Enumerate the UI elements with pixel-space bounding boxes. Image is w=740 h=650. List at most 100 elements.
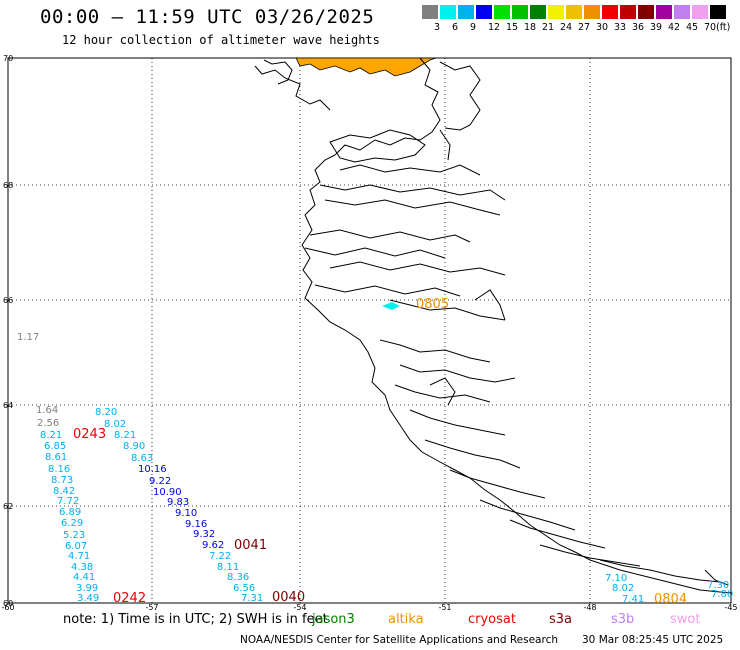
- wave-height-label: 8.20: [95, 407, 117, 418]
- wave-height-label: 4.38: [71, 562, 93, 573]
- colorbar-label: 6: [452, 22, 459, 33]
- colorbar-label: 39: [650, 22, 663, 33]
- ice-cap: [295, 57, 437, 77]
- map-frame: [7, 57, 732, 604]
- wave-height-label: 8.21: [114, 430, 136, 441]
- wave-height-label: 9.83: [167, 497, 189, 508]
- longitude-label: -57: [145, 603, 158, 612]
- colorbar-swatch: [656, 5, 672, 19]
- wave-height-label: 6.07: [65, 541, 87, 552]
- wave-height-label: 8.73: [51, 475, 73, 486]
- longitude-label: -48: [583, 603, 596, 612]
- legend-s3a: s3a: [549, 612, 573, 627]
- wave-height-label: 9.22: [149, 476, 171, 487]
- wave-height-label: 9.16: [185, 519, 207, 530]
- wave-height-label: 4.71: [68, 551, 90, 562]
- colorbar-swatch: [584, 5, 600, 19]
- wave-height-label: 8.02: [104, 419, 126, 430]
- map-title: 00:00 – 11:59 UTC 03/26/2025: [40, 6, 375, 28]
- longitude-label: -45: [724, 603, 737, 612]
- legend-jason3: jason3: [312, 612, 355, 627]
- footer-timestamp: 30 Mar 08:25:45 UTC 2025: [582, 634, 724, 646]
- colorbar-label: 12: [488, 22, 501, 33]
- pass-time-label: 0242: [113, 591, 146, 606]
- colorbar-swatch: [674, 5, 690, 19]
- colorbar-swatch: [440, 5, 456, 19]
- wave-height-label: 6.89: [59, 507, 81, 518]
- pass-time-label: 0805: [416, 297, 449, 312]
- pass-time-label: 0041: [234, 538, 267, 553]
- wave-height-label: 9.32: [193, 529, 215, 540]
- pass-time-label: 0804: [654, 592, 687, 607]
- map-subtitle: 12 hour collection of altimeter wave hei…: [62, 33, 380, 47]
- latitude-label: 66: [3, 296, 13, 305]
- wave-height-label: 8.02: [612, 583, 634, 594]
- wave-height-label: 4.41: [73, 572, 95, 583]
- wave-height-label: 1.64: [36, 405, 58, 416]
- colorbar-swatch: [422, 5, 438, 19]
- note-text: note: 1) Time is in UTC; 2) SWH is in fe…: [63, 612, 328, 627]
- colorbar-swatch: [458, 5, 474, 19]
- wave-height-label: 7.80: [711, 589, 733, 600]
- wave-height-label: 7.10: [605, 573, 627, 584]
- latitude-label: 62: [3, 502, 13, 511]
- pass-time-labels: 0243 0041 0242 0040 0805 0804: [73, 297, 687, 607]
- colorbar-swatch: [494, 5, 510, 19]
- wave-height-label: 7.72: [57, 496, 79, 507]
- legend-swot: swot: [670, 612, 701, 627]
- latitude-label: 70: [3, 54, 13, 63]
- wave-height-label: 3.49: [77, 593, 99, 604]
- colorbar-label: 42: [668, 22, 681, 33]
- wave-height-label: 8.61: [45, 452, 67, 463]
- wave-height-label: 6.29: [61, 518, 83, 529]
- wave-height-label: 8.16: [48, 464, 70, 475]
- wave-swath-segment: [382, 302, 400, 310]
- latitude-label: 68: [3, 181, 13, 190]
- wave-height-label: 7.41: [622, 594, 644, 605]
- wave-height-label: 6.85: [44, 441, 66, 452]
- colorbar-label: (ft): [716, 22, 731, 33]
- wave-height-label: 8.42: [53, 486, 75, 497]
- wave-height-label: 3.99: [76, 583, 98, 594]
- colorbar-label: 18: [524, 22, 537, 33]
- colorbar-swatch: [512, 5, 528, 19]
- colorbar-label: 15: [506, 22, 519, 33]
- colorbar-swatch: [638, 5, 654, 19]
- longitude-label: -60: [1, 603, 14, 612]
- wave-height-label: 1.17: [17, 332, 39, 343]
- wave-height-label: 7.30: [707, 580, 729, 591]
- wave-height-label: 10.16: [138, 464, 167, 475]
- colorbar-label: 21: [542, 22, 555, 33]
- colorbar-label: 3: [434, 22, 441, 33]
- colorbar-label: 36: [632, 22, 645, 33]
- legend-altika: altika: [388, 612, 424, 627]
- colorbar-swatch: [620, 5, 636, 19]
- colorbar-label: 27: [578, 22, 591, 33]
- colorbar-label: 9: [470, 22, 477, 33]
- axis-labels: 70 68 66 64 62 60-60 -57 -54 -51 -48 -45: [1, 54, 737, 612]
- colorbar-label: 33: [614, 22, 627, 33]
- pass-time-label: 0243: [73, 427, 106, 442]
- longitude-label: -51: [438, 603, 451, 612]
- wave-height-label: 9.62: [202, 540, 224, 551]
- wave-height-label: 8.36: [227, 572, 249, 583]
- wave-height-label: 10.90: [153, 487, 182, 498]
- observation-labels: 1.171.642.568.216.858.618.168.738.427.72…: [17, 332, 733, 605]
- colorbar-swatch: [476, 5, 492, 19]
- colorbar-label: 24: [560, 22, 573, 33]
- wave-height-label: 8.63: [131, 453, 153, 464]
- colorbar-swatch: [530, 5, 546, 19]
- latitude-label: 64: [3, 401, 13, 410]
- colorbar-swatch: [692, 5, 708, 19]
- wave-height-label: 9.10: [175, 508, 197, 519]
- colorbar-label: 45: [686, 22, 699, 33]
- colorbar-label: 70: [704, 22, 717, 33]
- wave-height-label: 5.23: [63, 530, 85, 541]
- wave-height-label: 8.90: [123, 441, 145, 452]
- colorbar-swatch: [548, 5, 564, 19]
- pass-time-label: 0040: [272, 590, 305, 605]
- colorbar-swatch: [566, 5, 582, 19]
- longitude-label: -54: [293, 603, 306, 612]
- wave-height-label: 8.11: [217, 562, 239, 573]
